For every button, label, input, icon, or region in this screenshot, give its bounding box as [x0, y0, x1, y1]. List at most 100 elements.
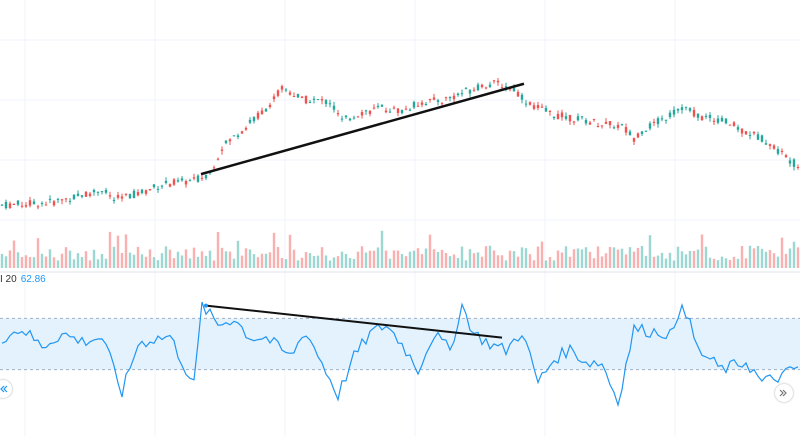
volume-bar [160, 253, 164, 268]
volume-bar [404, 256, 408, 268]
candle-body [512, 87, 516, 92]
volume-bar [68, 250, 72, 268]
volume-bar [760, 248, 764, 268]
candle-body [552, 116, 556, 119]
candle-body [296, 94, 300, 98]
volume-bar [244, 248, 248, 268]
chevron-left-glyph [0, 385, 8, 393]
candle-body [628, 131, 632, 136]
candle-body [312, 98, 316, 100]
candle-body [92, 189, 96, 193]
volume-bar [676, 246, 680, 268]
volume-bar [120, 253, 124, 268]
candle-body [788, 160, 792, 164]
volume-bar [104, 258, 108, 268]
candle-body [656, 118, 660, 125]
volume-bar [252, 254, 256, 268]
candle-body [504, 86, 508, 88]
candle-body [516, 92, 520, 97]
volume-bar [472, 253, 476, 268]
candle-body [116, 195, 120, 198]
candle-body [68, 200, 72, 202]
volume-bar [364, 252, 368, 268]
volume-bar [516, 256, 520, 268]
candle-body [148, 189, 152, 191]
volume-bar [596, 246, 600, 268]
volume-bar [232, 258, 236, 268]
volume-bar [236, 240, 240, 268]
candle-body [584, 120, 588, 124]
candle-body [792, 159, 796, 167]
candle-body [676, 108, 680, 111]
volume-bar [304, 252, 308, 268]
candle-body [568, 114, 572, 122]
volume-bar [568, 256, 572, 268]
volume-bar [96, 259, 100, 268]
candle-body [548, 110, 552, 112]
candle-body [556, 113, 560, 120]
volume-bar [704, 246, 708, 268]
volume-bar [396, 250, 400, 268]
volume-bar [52, 257, 56, 268]
volume-bar [228, 251, 232, 268]
candle-body [740, 128, 744, 134]
candle-body [176, 180, 180, 182]
volume-bar [752, 248, 756, 268]
candle-body [520, 94, 524, 100]
double-chevron-left-icon[interactable] [0, 380, 12, 398]
candle-body [500, 87, 504, 89]
candle-body [80, 195, 84, 197]
volume-bar [592, 258, 596, 268]
candle-body [48, 198, 52, 200]
candle-body [572, 121, 576, 123]
volume-bar [264, 253, 268, 268]
volume-bar [508, 250, 512, 268]
volume-bar [388, 258, 392, 268]
volume-bar [180, 255, 184, 268]
candle-body [96, 191, 100, 193]
volume-bar [216, 232, 220, 268]
candle-body [284, 89, 288, 91]
candle-body [696, 113, 700, 118]
candle-body [680, 107, 684, 111]
candle-body [236, 135, 240, 138]
volume-bar [648, 235, 652, 268]
volume-bar [512, 251, 516, 268]
volume-bar [32, 257, 36, 268]
candle-body [332, 105, 336, 110]
candle-body [728, 124, 732, 126]
candle-body [404, 108, 408, 110]
candle-body [596, 126, 600, 128]
candle-body [772, 145, 776, 149]
volume-bar [724, 258, 728, 268]
volume-bar [412, 250, 416, 268]
candle-body [580, 116, 584, 118]
volume-bar [540, 241, 544, 268]
rsi-line [1, 301, 799, 408]
candle-body [240, 131, 244, 134]
candle-body [36, 206, 40, 208]
candle-body [4, 201, 8, 209]
candle-body [324, 100, 328, 104]
volume-bar [156, 260, 160, 268]
double-chevron-right-icon[interactable] [775, 384, 793, 402]
candle-body [412, 101, 416, 108]
volume-bar [612, 247, 616, 268]
volume-bar [560, 252, 564, 268]
volume-bar [116, 235, 120, 268]
volume-bar [532, 260, 536, 268]
volume-bar [360, 246, 364, 268]
candle-body [368, 110, 372, 114]
candle-body [184, 181, 188, 185]
candle-body [712, 120, 716, 122]
volume-bar [668, 252, 672, 268]
candle-body [416, 105, 420, 107]
volume-bar [600, 256, 604, 268]
volume-bar [744, 258, 748, 268]
volume-bar [588, 251, 592, 268]
volume-bar [564, 246, 568, 268]
volume-bar [748, 245, 752, 268]
volume-bar [376, 247, 380, 268]
